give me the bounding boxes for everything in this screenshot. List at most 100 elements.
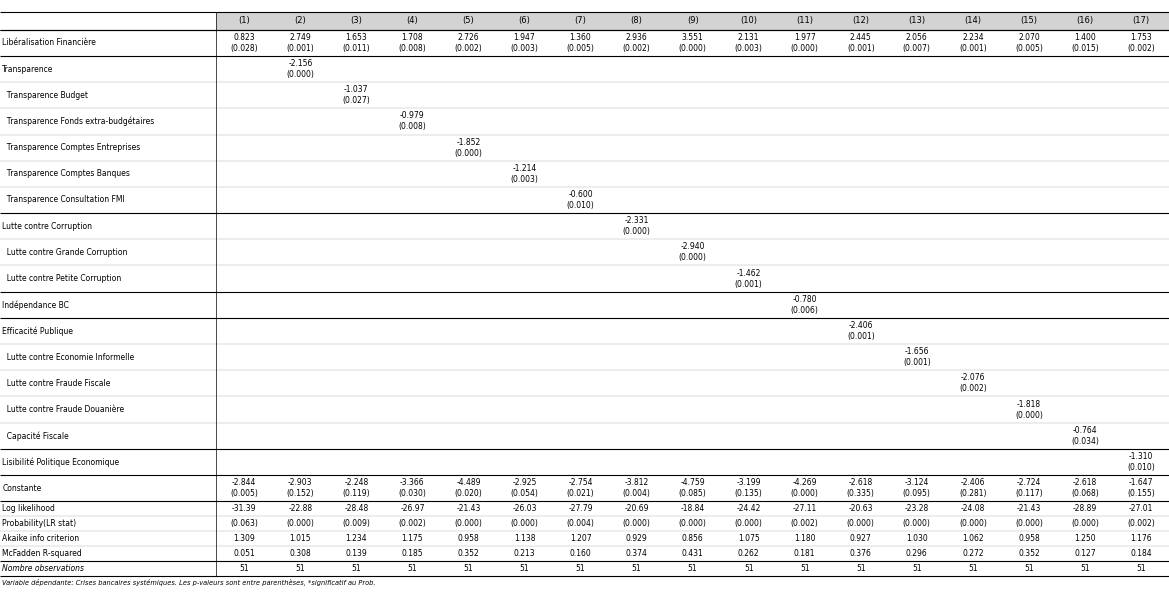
Text: 51: 51 [631, 564, 642, 573]
Text: -2.724
(0.117): -2.724 (0.117) [1015, 478, 1043, 498]
Text: -23.28: -23.28 [905, 504, 929, 513]
Text: -2.940
(0.000): -2.940 (0.000) [679, 242, 706, 263]
Text: -2.903
(0.152): -2.903 (0.152) [286, 478, 314, 498]
Text: -2.925
(0.054): -2.925 (0.054) [511, 478, 539, 498]
Text: 51: 51 [1136, 564, 1146, 573]
Text: Lisibilité Politique Economique: Lisibilité Politique Economique [2, 457, 119, 467]
Text: (16): (16) [1077, 16, 1093, 25]
Text: -1.037
(0.027): -1.037 (0.027) [343, 85, 371, 105]
Text: -2.406
(0.281): -2.406 (0.281) [959, 478, 987, 498]
Text: 51: 51 [687, 564, 698, 573]
Text: (8): (8) [630, 16, 643, 25]
Text: -28.89: -28.89 [1073, 504, 1097, 513]
Text: 0.352: 0.352 [1018, 549, 1039, 558]
Text: -1.647
(0.155): -1.647 (0.155) [1127, 478, 1155, 498]
Text: 0.958: 0.958 [457, 534, 479, 543]
Text: 1.360
(0.005): 1.360 (0.005) [567, 33, 595, 53]
Text: (4): (4) [407, 16, 419, 25]
Text: 1.176: 1.176 [1130, 534, 1151, 543]
Text: (0.000): (0.000) [511, 519, 539, 528]
Text: -2.618
(0.068): -2.618 (0.068) [1071, 478, 1099, 498]
Text: (7): (7) [575, 16, 587, 25]
Text: -24.42: -24.42 [736, 504, 761, 513]
Text: Variable dépendante: Crises bancaires systémiques. Les p-valeurs sont entre pare: Variable dépendante: Crises bancaires sy… [2, 579, 376, 586]
Text: -0.764
(0.034): -0.764 (0.034) [1071, 426, 1099, 446]
Text: (1): (1) [238, 16, 250, 25]
Text: -0.600
(0.010): -0.600 (0.010) [567, 190, 594, 210]
Text: 1.062: 1.062 [962, 534, 983, 543]
Text: -1.310
(0.010): -1.310 (0.010) [1127, 452, 1155, 472]
Text: 51: 51 [743, 564, 754, 573]
Text: 51: 51 [968, 564, 977, 573]
Text: 0.272: 0.272 [962, 549, 983, 558]
Text: 1.030: 1.030 [906, 534, 928, 543]
Text: -21.43: -21.43 [456, 504, 480, 513]
Text: -4.759
(0.085): -4.759 (0.085) [679, 478, 706, 498]
Text: Efficacité Publique: Efficacité Publique [2, 326, 74, 336]
Text: (6): (6) [519, 16, 531, 25]
Text: -27.79: -27.79 [568, 504, 593, 513]
Text: Transparence Comptes Banques: Transparence Comptes Banques [2, 170, 130, 179]
Text: 51: 51 [800, 564, 809, 573]
Text: (0.000): (0.000) [1015, 519, 1043, 528]
Text: 2.749
(0.001): 2.749 (0.001) [286, 33, 314, 53]
Text: (0.000): (0.000) [1071, 519, 1099, 528]
Text: 1.207: 1.207 [569, 534, 592, 543]
Text: 0.823
(0.028): 0.823 (0.028) [230, 33, 258, 53]
Text: Lutte contre Fraude Douanière: Lutte contre Fraude Douanière [2, 405, 124, 414]
Text: 2.070
(0.005): 2.070 (0.005) [1015, 33, 1043, 53]
Text: -20.69: -20.69 [624, 504, 649, 513]
Text: -3.812
(0.004): -3.812 (0.004) [623, 478, 650, 498]
Text: Constante: Constante [2, 484, 42, 493]
Text: 51: 51 [912, 564, 921, 573]
Text: -0.780
(0.006): -0.780 (0.006) [790, 295, 818, 315]
Text: (0.002): (0.002) [791, 519, 818, 528]
Text: (0.000): (0.000) [286, 519, 314, 528]
Text: 0.929: 0.929 [625, 534, 648, 543]
Text: 1.653
(0.011): 1.653 (0.011) [343, 33, 371, 53]
Text: 51: 51 [240, 564, 249, 573]
Text: (5): (5) [463, 16, 475, 25]
Text: Lutte contre Fraude Fiscale: Lutte contre Fraude Fiscale [2, 379, 111, 388]
Text: 0.213: 0.213 [513, 549, 535, 558]
Text: 0.376: 0.376 [850, 549, 872, 558]
Text: 1.234: 1.234 [346, 534, 367, 543]
Text: -2.331
(0.000): -2.331 (0.000) [623, 216, 650, 236]
Text: Libéralisation Financière: Libéralisation Financière [2, 38, 96, 47]
Text: -1.852
(0.000): -1.852 (0.000) [455, 137, 483, 158]
Text: 51: 51 [464, 564, 473, 573]
Text: (0.063): (0.063) [230, 519, 258, 528]
Text: 51: 51 [1024, 564, 1033, 573]
Text: 0.958: 0.958 [1018, 534, 1039, 543]
Text: 0.185: 0.185 [402, 549, 423, 558]
Text: (17): (17) [1133, 16, 1149, 25]
Text: -2.406
(0.001): -2.406 (0.001) [846, 321, 874, 341]
Text: 51: 51 [408, 564, 417, 573]
Text: Nombre observations: Nombre observations [2, 564, 84, 573]
Text: 0.262: 0.262 [738, 549, 760, 558]
Text: (13): (13) [908, 16, 926, 25]
Text: -26.03: -26.03 [512, 504, 537, 513]
Text: 0.374: 0.374 [625, 549, 648, 558]
Text: 51: 51 [296, 564, 305, 573]
Text: -2.248
(0.119): -2.248 (0.119) [343, 478, 371, 498]
Text: 0.160: 0.160 [569, 549, 592, 558]
Text: -24.08: -24.08 [961, 504, 985, 513]
Text: -31.39: -31.39 [231, 504, 256, 513]
Text: 1.250: 1.250 [1074, 534, 1095, 543]
Text: -0.979
(0.008): -0.979 (0.008) [399, 112, 427, 131]
Text: -4.489
(0.020): -4.489 (0.020) [455, 478, 483, 498]
Text: 51: 51 [352, 564, 361, 573]
Text: Log likelihood: Log likelihood [2, 504, 55, 513]
Text: -22.88: -22.88 [289, 504, 312, 513]
Text: 0.308: 0.308 [290, 549, 311, 558]
Text: -27.11: -27.11 [793, 504, 817, 513]
Text: 51: 51 [520, 564, 530, 573]
Text: 2.726
(0.002): 2.726 (0.002) [455, 33, 483, 53]
Text: 51: 51 [856, 564, 865, 573]
Text: Transparence Comptes Entreprises: Transparence Comptes Entreprises [2, 143, 140, 152]
Text: 3.551
(0.000): 3.551 (0.000) [679, 33, 706, 53]
Text: 1.753
(0.002): 1.753 (0.002) [1127, 33, 1155, 53]
Text: (10): (10) [740, 16, 758, 25]
Text: 1.947
(0.003): 1.947 (0.003) [511, 33, 539, 53]
